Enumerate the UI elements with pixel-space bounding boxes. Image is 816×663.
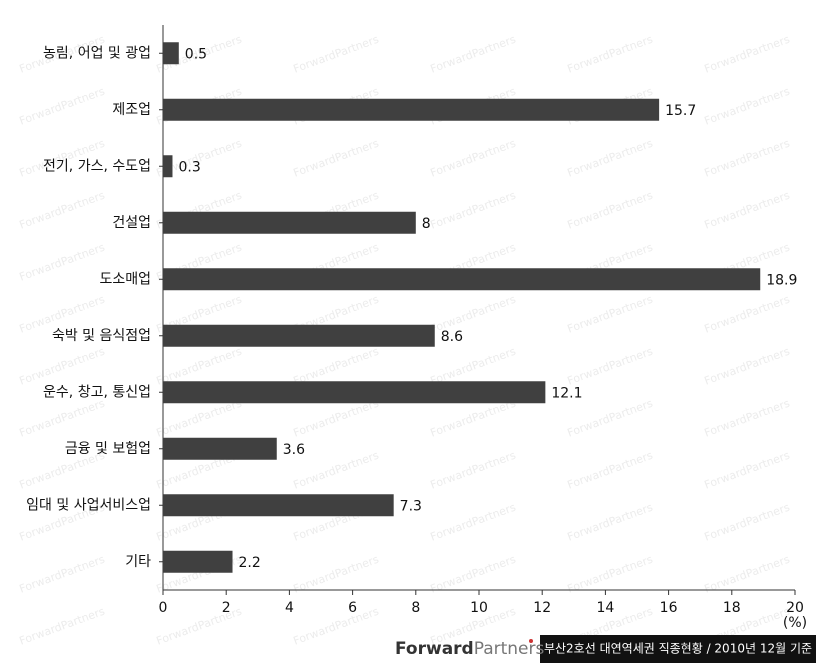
logo-bold: Forward	[395, 639, 474, 659]
bar	[163, 381, 546, 404]
watermark: ForwardPartners	[18, 605, 107, 648]
watermark: ForwardPartners	[703, 85, 792, 128]
x-tick-label: 6	[348, 600, 357, 616]
data-label: 18.9	[766, 272, 797, 288]
y-tick-label: 제조업	[112, 102, 151, 118]
x-tick-label: 8	[411, 600, 420, 616]
watermark: ForwardPartners	[566, 397, 655, 440]
watermark: ForwardPartners	[566, 189, 655, 232]
y-tick-label: 건설업	[112, 215, 151, 231]
bar	[163, 98, 660, 121]
data-label: 0.5	[185, 46, 207, 62]
watermark: ForwardPartners	[429, 137, 518, 180]
watermark: ForwardPartners	[18, 189, 107, 232]
watermark: ForwardPartners	[292, 33, 381, 76]
data-label: 8	[422, 216, 431, 232]
data-label: 15.7	[665, 103, 696, 119]
watermark: ForwardPartners	[292, 345, 381, 388]
x-tick-label: 20	[786, 600, 804, 616]
watermark: ForwardPartners	[703, 449, 792, 492]
bar	[163, 550, 233, 573]
watermark: ForwardPartners	[703, 33, 792, 76]
watermark: ForwardPartners	[429, 553, 518, 596]
bar	[163, 494, 394, 517]
watermark: ForwardPartners	[703, 501, 792, 544]
watermark: ForwardPartners	[566, 449, 655, 492]
caption-box	[540, 635, 816, 663]
watermark: ForwardPartners	[292, 553, 381, 596]
logo-light: Partners	[474, 639, 545, 659]
watermark: ForwardPartners	[429, 501, 518, 544]
x-tick-label: 12	[533, 600, 551, 616]
watermark: ForwardPartners	[292, 605, 381, 648]
y-tick-label: 운수, 창고, 통신업	[43, 384, 151, 400]
y-tick-label: 농림, 어업 및 광업	[43, 45, 151, 61]
watermark: ForwardPartners	[703, 137, 792, 180]
watermark: ForwardPartners	[18, 241, 107, 284]
x-tick-label: 18	[723, 600, 741, 616]
watermark: ForwardPartners	[18, 85, 107, 128]
watermark: ForwardPartners	[292, 137, 381, 180]
data-label: 7.3	[400, 498, 422, 514]
watermark: ForwardPartners	[566, 137, 655, 180]
y-tick-label: 금융 및 보험업	[65, 441, 151, 457]
data-label: 12.1	[551, 385, 582, 401]
watermark: ForwardPartners	[566, 293, 655, 336]
watermark: ForwardPartners	[429, 449, 518, 492]
x-tick-label: 4	[285, 600, 294, 616]
caption: 부산2호선 대연역세권 직종현황 / 2010년 12월 기준	[544, 642, 812, 656]
x-tick-label: 0	[159, 600, 168, 616]
y-tick-label: 전기, 가스, 수도업	[43, 158, 151, 174]
x-tick-label: 2	[222, 600, 231, 616]
logo-dot	[529, 639, 533, 643]
data-label: 8.6	[441, 329, 463, 345]
bar	[163, 324, 435, 347]
x-axis-label: (%)	[783, 615, 807, 631]
watermark: ForwardPartners	[155, 345, 244, 388]
data-label: 2.2	[239, 555, 261, 571]
watermark: ForwardPartners	[429, 33, 518, 76]
y-tick-label: 임대 및 사업서비스업	[26, 497, 151, 513]
y-tick-label: 도소매업	[99, 271, 151, 287]
y-tick-label: 숙박 및 음식점업	[52, 328, 151, 344]
x-tick-label: 14	[596, 600, 614, 616]
watermark: ForwardPartners	[703, 397, 792, 440]
bar	[163, 155, 173, 178]
watermark: ForwardPartners	[429, 189, 518, 232]
watermark: ForwardPartners	[566, 553, 655, 596]
watermark: ForwardPartners	[429, 345, 518, 388]
watermark: ForwardPartners	[703, 345, 792, 388]
watermark: ForwardPartners	[566, 33, 655, 76]
watermark: ForwardPartners	[566, 345, 655, 388]
data-label: 3.6	[283, 442, 305, 458]
x-tick-label: 10	[470, 600, 488, 616]
watermark: ForwardPartners	[703, 553, 792, 596]
watermark: ForwardPartners	[18, 397, 107, 440]
watermark: ForwardPartners	[18, 345, 107, 388]
watermark: ForwardPartners	[703, 293, 792, 336]
bar	[163, 211, 416, 234]
bar	[163, 268, 761, 291]
y-tick-label: 기타	[125, 554, 151, 570]
x-tick-label: 16	[660, 600, 678, 616]
bar	[163, 42, 179, 65]
bar	[163, 437, 277, 460]
logo: ForwardPartners	[395, 639, 545, 659]
watermark: ForwardPartners	[566, 501, 655, 544]
watermark: ForwardPartners	[703, 189, 792, 232]
watermark: ForwardPartners	[18, 553, 107, 596]
data-label: 0.3	[178, 159, 200, 175]
